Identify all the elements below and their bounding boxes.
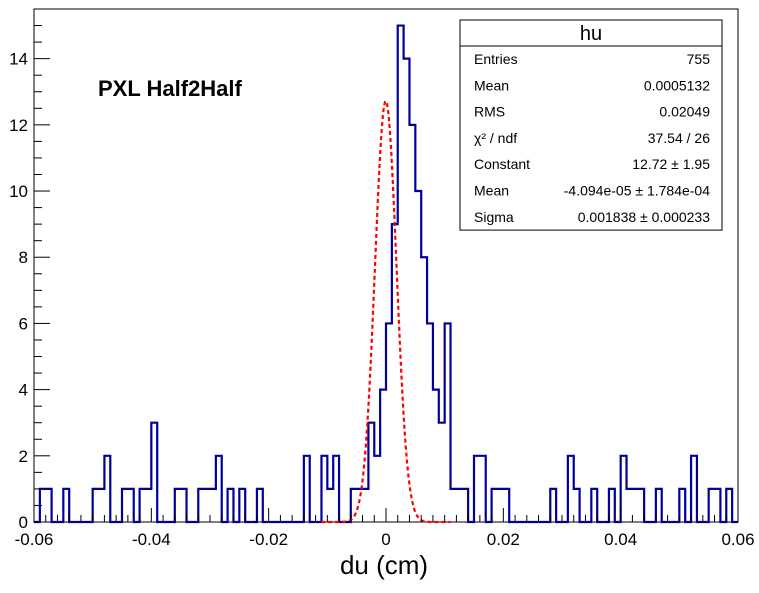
stats-row-label: χ² / ndf: [474, 130, 517, 146]
x-tick-label: 0.04: [604, 530, 637, 549]
stats-box-title: hu: [580, 23, 602, 45]
x-tick-label: -0.04: [132, 530, 171, 549]
y-tick-label: 8: [19, 248, 28, 267]
stats-row-value: 0.001838 ± 0.000233: [578, 209, 710, 225]
stats-row-value: 0.0005132: [644, 77, 710, 93]
stats-row-label: Sigma: [474, 209, 514, 225]
x-tick-label: -0.06: [15, 530, 54, 549]
stats-row-label: Mean: [474, 183, 509, 199]
x-tick-label: 0.06: [721, 530, 754, 549]
x-tick-label: -0.02: [249, 530, 288, 549]
y-tick-label: 12: [9, 116, 28, 135]
stats-row-value: -4.094e-05 ± 1.784e-04: [564, 183, 710, 199]
stats-row-value: 37.54 / 26: [648, 130, 710, 146]
y-tick-label: 4: [19, 381, 28, 400]
plot-area: -0.06 -0.04 -0.02 0 0.02 0.04 0.06 0 2 4 6 8 10 12 14: [9, 8, 755, 549]
x-tick-label: 0.02: [487, 530, 520, 549]
y-tick-label: 6: [19, 314, 28, 333]
y-tick-label: 2: [19, 447, 28, 466]
y-tick-label: 10: [9, 182, 28, 201]
y-tick-label: 0: [19, 513, 28, 532]
histogram-series-line: [34, 24, 738, 524]
stats-row-label: Mean: [474, 77, 509, 93]
x-axis-label: du (cm): [340, 550, 428, 580]
y-tick-label: 14: [9, 50, 28, 69]
stats-row-label: Entries: [474, 51, 518, 67]
chart-title: PXL Half2Half: [98, 76, 243, 101]
stats-row-label: Constant: [474, 156, 530, 172]
stats-box: hu Entries 755 Mean 0.0005132 RMS 0.02049 χ² / …: [459, 19, 723, 231]
stats-row-value: 755: [687, 51, 711, 67]
gaussian-fit-curve: [321, 99, 451, 524]
x-tick-label: 0: [381, 530, 390, 549]
stats-row-value: 0.02049: [659, 104, 710, 120]
stats-row-label: RMS: [474, 104, 505, 120]
stats-box-frame: [459, 19, 723, 231]
stats-row-value: 12.72 ± 1.95: [632, 156, 710, 172]
